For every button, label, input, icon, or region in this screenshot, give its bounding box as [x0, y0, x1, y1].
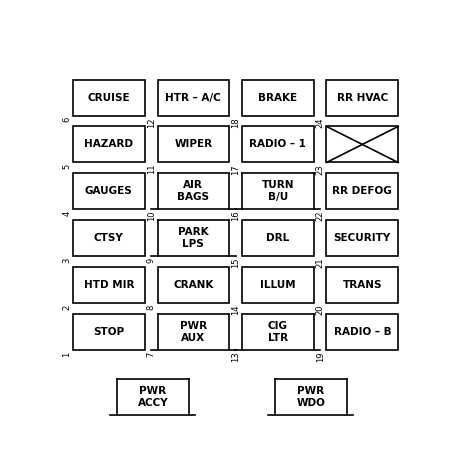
Text: PARK
LPS: PARK LPS [178, 227, 209, 249]
Text: 2: 2 [62, 305, 71, 310]
Text: 20: 20 [316, 305, 325, 315]
Bar [157, 267, 229, 303]
Text: 10: 10 [146, 211, 155, 221]
Text: RADIO – 1: RADIO – 1 [249, 139, 306, 149]
Text: 11: 11 [146, 164, 155, 175]
Text: PWR
ACCY: PWR ACCY [137, 386, 168, 408]
Bar [242, 220, 314, 256]
Bar [242, 126, 314, 162]
Bar [242, 80, 314, 116]
Text: 15: 15 [231, 257, 240, 268]
Text: 16: 16 [231, 211, 240, 221]
Text: 6: 6 [62, 117, 71, 123]
Text: 5: 5 [62, 164, 71, 169]
Text: 23: 23 [316, 164, 325, 175]
Text: TRANS: TRANS [343, 280, 382, 290]
Text: 4: 4 [62, 211, 71, 216]
Text: 22: 22 [316, 211, 325, 221]
Bar [73, 80, 145, 116]
Text: 1: 1 [62, 351, 71, 357]
Text: 8: 8 [146, 305, 155, 310]
Text: DRL: DRL [266, 233, 290, 243]
Text: SECURITY: SECURITY [334, 233, 391, 243]
Text: AIR
BAGS: AIR BAGS [177, 181, 210, 202]
Text: 7: 7 [146, 351, 155, 357]
Bar [327, 267, 398, 303]
Bar [242, 267, 314, 303]
Text: 3: 3 [62, 257, 71, 263]
Bar [73, 314, 145, 350]
Bar [327, 173, 398, 209]
Text: PWR
AUX: PWR AUX [180, 321, 207, 343]
Text: PWR
WDO: PWR WDO [296, 386, 325, 408]
Text: 12: 12 [146, 117, 155, 128]
Text: CIG
LTR: CIG LTR [268, 321, 288, 343]
Text: WIPER: WIPER [174, 139, 212, 149]
Text: 17: 17 [231, 164, 240, 175]
Text: CRUISE: CRUISE [88, 93, 130, 102]
Bar [73, 126, 145, 162]
Text: 9: 9 [146, 257, 155, 263]
Text: 13: 13 [231, 351, 240, 362]
Text: RR HVAC: RR HVAC [337, 93, 388, 102]
Bar [73, 220, 145, 256]
Text: TURN
B/U: TURN B/U [262, 181, 294, 202]
Text: 18: 18 [231, 117, 240, 128]
Bar [73, 173, 145, 209]
Text: 14: 14 [231, 305, 240, 315]
Text: BRAKE: BRAKE [258, 93, 297, 102]
Bar [327, 80, 398, 116]
Text: HAZARD: HAZARD [84, 139, 133, 149]
Text: 19: 19 [316, 351, 325, 362]
Text: STOP: STOP [93, 327, 124, 337]
Bar [327, 220, 398, 256]
Text: ILLUM: ILLUM [260, 280, 296, 290]
Bar [157, 126, 229, 162]
Text: GAUGES: GAUGES [85, 186, 133, 196]
Text: HTD MIR: HTD MIR [83, 280, 134, 290]
Text: HTR – A/C: HTR – A/C [165, 93, 221, 102]
Text: 21: 21 [316, 257, 325, 268]
Text: 24: 24 [316, 117, 325, 128]
Bar [327, 126, 398, 162]
Bar [327, 314, 398, 350]
Text: RADIO – B: RADIO – B [334, 327, 391, 337]
Text: RR DEFOG: RR DEFOG [332, 186, 392, 196]
Text: CRANK: CRANK [173, 280, 213, 290]
Bar [157, 80, 229, 116]
Bar [73, 267, 145, 303]
Text: CTSY: CTSY [94, 233, 124, 243]
